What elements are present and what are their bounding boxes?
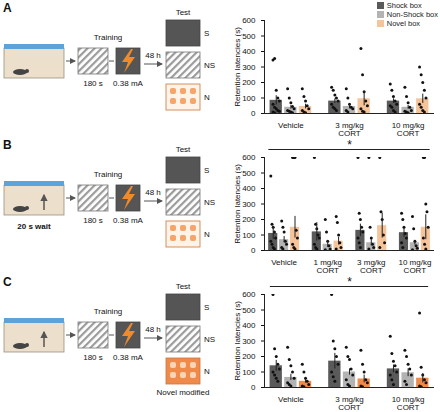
svg-text:Vehicle: Vehicle <box>278 395 304 404</box>
svg-text:*: * <box>347 275 352 289</box>
svg-text:Retention latencies (s): Retention latencies (s) <box>233 164 242 244</box>
svg-text:Test: Test <box>176 282 191 291</box>
html-text:Novel box: Novel box <box>386 19 421 28</box>
svg-text:0.38 mA: 0.38 mA <box>113 353 143 362</box>
svg-text:300: 300 <box>242 200 256 209</box>
svg-text:S: S <box>204 166 209 175</box>
svg-text:1 mg/kgCORT: 1 mg/kgCORT <box>313 258 341 274</box>
svg-text:Training: Training <box>94 33 123 42</box>
svg-text:Training: Training <box>94 307 123 316</box>
svg-text:N: N <box>204 230 210 239</box>
svg-text:600: 600 <box>242 153 256 162</box>
svg-text:0: 0 <box>251 383 256 392</box>
svg-text:0: 0 <box>251 109 256 118</box>
svg-text:NS: NS <box>204 61 215 70</box>
svg-text:200: 200 <box>242 352 256 361</box>
svg-text:200: 200 <box>242 215 256 224</box>
svg-text:100: 100 <box>242 368 256 377</box>
svg-text:600: 600 <box>242 16 256 25</box>
svg-text:20 s wait: 20 s wait <box>17 222 51 231</box>
svg-text:180 s: 180 s <box>83 353 103 362</box>
svg-text:Retention latencies (s): Retention latencies (s) <box>233 27 242 107</box>
svg-text:400: 400 <box>242 321 256 330</box>
svg-text:48 h: 48 h <box>145 188 161 197</box>
svg-text:Test: Test <box>176 8 191 17</box>
svg-text:600: 600 <box>242 290 256 299</box>
svg-text:200: 200 <box>242 78 256 87</box>
svg-text:NS: NS <box>204 335 215 344</box>
svg-text:0: 0 <box>251 246 256 255</box>
svg-text:500: 500 <box>242 306 256 315</box>
svg-text:180 s: 180 s <box>83 216 103 225</box>
svg-text:Novel modified: Novel modified <box>157 388 210 397</box>
svg-text:10 mg/kgCORT: 10 mg/kgCORT <box>398 258 431 274</box>
svg-text:N: N <box>204 93 210 102</box>
svg-text:Vehicle: Vehicle <box>271 258 297 267</box>
svg-text:10 mg/kgCORT: 10 mg/kgCORT <box>392 395 425 411</box>
svg-text:B: B <box>3 138 12 152</box>
svg-text:*: * <box>347 138 352 152</box>
svg-text:NS: NS <box>204 198 215 207</box>
svg-text:100: 100 <box>242 94 256 103</box>
svg-text:3 mg/kgCORT: 3 mg/kgCORT <box>357 258 385 274</box>
svg-text:500: 500 <box>242 169 256 178</box>
svg-text:300: 300 <box>242 337 256 346</box>
svg-text:A: A <box>3 1 12 15</box>
html-text:Non-Shock box: Non-Shock box <box>386 10 438 19</box>
svg-text:0.38 mA: 0.38 mA <box>113 79 143 88</box>
svg-text:3 mg/kgCORT: 3 mg/kgCORT <box>335 395 363 411</box>
svg-text:400: 400 <box>242 47 256 56</box>
svg-text:48 h: 48 h <box>145 325 161 334</box>
svg-text:400: 400 <box>242 184 256 193</box>
svg-text:Test: Test <box>176 145 191 154</box>
html-text:Shock box: Shock box <box>386 1 422 10</box>
svg-text:3 mg/kgCORT: 3 mg/kgCORT <box>335 121 363 137</box>
svg-text:10 mg/kgCORT: 10 mg/kgCORT <box>392 121 425 137</box>
svg-text:100: 100 <box>242 231 256 240</box>
svg-text:500: 500 <box>242 32 256 41</box>
svg-text:Retention latencies (s): Retention latencies (s) <box>233 301 242 381</box>
svg-text:S: S <box>204 303 209 312</box>
svg-text:0.38 mA: 0.38 mA <box>113 216 143 225</box>
svg-text:300: 300 <box>242 63 256 72</box>
svg-text:S: S <box>204 29 209 38</box>
svg-text:180 s: 180 s <box>83 79 103 88</box>
svg-text:Training: Training <box>94 170 123 179</box>
svg-text:Vehicle: Vehicle <box>278 121 304 130</box>
svg-text:48 h: 48 h <box>145 51 161 60</box>
svg-text:N: N <box>204 367 210 376</box>
svg-text:C: C <box>3 275 12 289</box>
